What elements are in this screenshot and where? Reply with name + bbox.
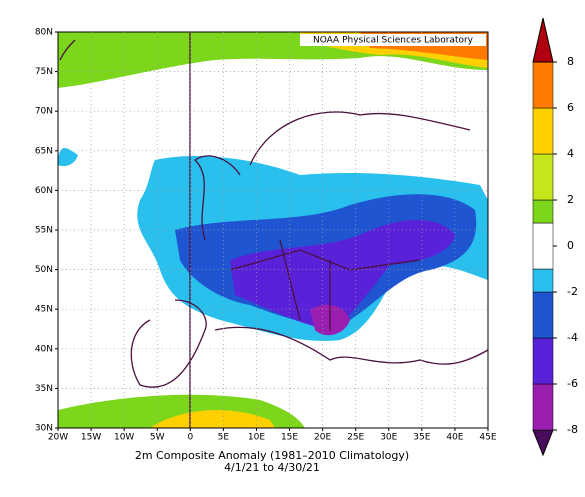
lon-label: 20W [48,433,68,443]
colorbar-label: -2 [567,285,578,298]
colorbar-label: -8 [567,423,578,436]
colorbar-band [532,222,554,270]
lat-label: 40N [35,344,53,354]
lat-label: 70N [35,107,53,117]
colorbar-label: 6 [567,101,574,114]
lon-label: 25E [347,433,364,443]
colorbar-band [532,199,554,224]
title: 2m Composite Anomaly (1981–2010 Climatol… [135,449,409,462]
lat-label: 55N [35,226,53,236]
lat-label: 65N [35,146,53,156]
lat-label: 35N [35,384,53,394]
lon-label: 5W [150,433,165,443]
lat-label: 75N [35,67,53,77]
lon-label: 40E [446,433,463,443]
lat-label: 60N [35,186,53,196]
subtitle: 4/1/21 to 4/30/21 [224,461,320,474]
colorbar-band [532,337,554,385]
coastline [59,39,489,388]
colorbar-band [532,61,554,109]
lat-label: 45N [35,305,53,315]
colorbar-label: -4 [567,331,578,344]
credit: NOAA Physical Sciences Laboratory [313,36,474,46]
lon-label: 20E [314,433,331,443]
lon-label: 15W [81,433,101,443]
anomaly-area [230,220,455,330]
anomaly-area [58,148,78,167]
colorbar-band [532,153,554,201]
colorbar-label: 0 [567,239,574,252]
colorbar-label: 2 [567,193,574,206]
lon-label: 35E [413,433,430,443]
lon-label: 45E [479,433,496,443]
colorbar-band [532,107,554,155]
lat-label: 50N [35,265,53,275]
credit-box [300,34,486,46]
lon-label: 10W [114,433,134,443]
lon-label: 0 [187,433,193,443]
colorbar-label: -6 [567,377,578,390]
colorbar-label: 8 [567,55,574,68]
colorbar-extend [532,429,554,457]
lat-label: 80N [35,28,53,38]
colorbar-band [532,268,554,293]
lon-label: 10E [248,433,265,443]
lon-label: 15E [281,433,298,443]
anomaly-area [150,410,275,428]
lat-label: 30N [35,424,53,434]
colorbar-band [532,383,554,431]
colorbar-extend [532,17,554,63]
map: NOAA Physical Sciences Laboratory 2m Com… [57,31,489,474]
lon-label: 30E [380,433,397,443]
colorbar-label: 4 [567,147,574,160]
colorbar-band [532,291,554,339]
lon-label: 5E [218,433,230,443]
